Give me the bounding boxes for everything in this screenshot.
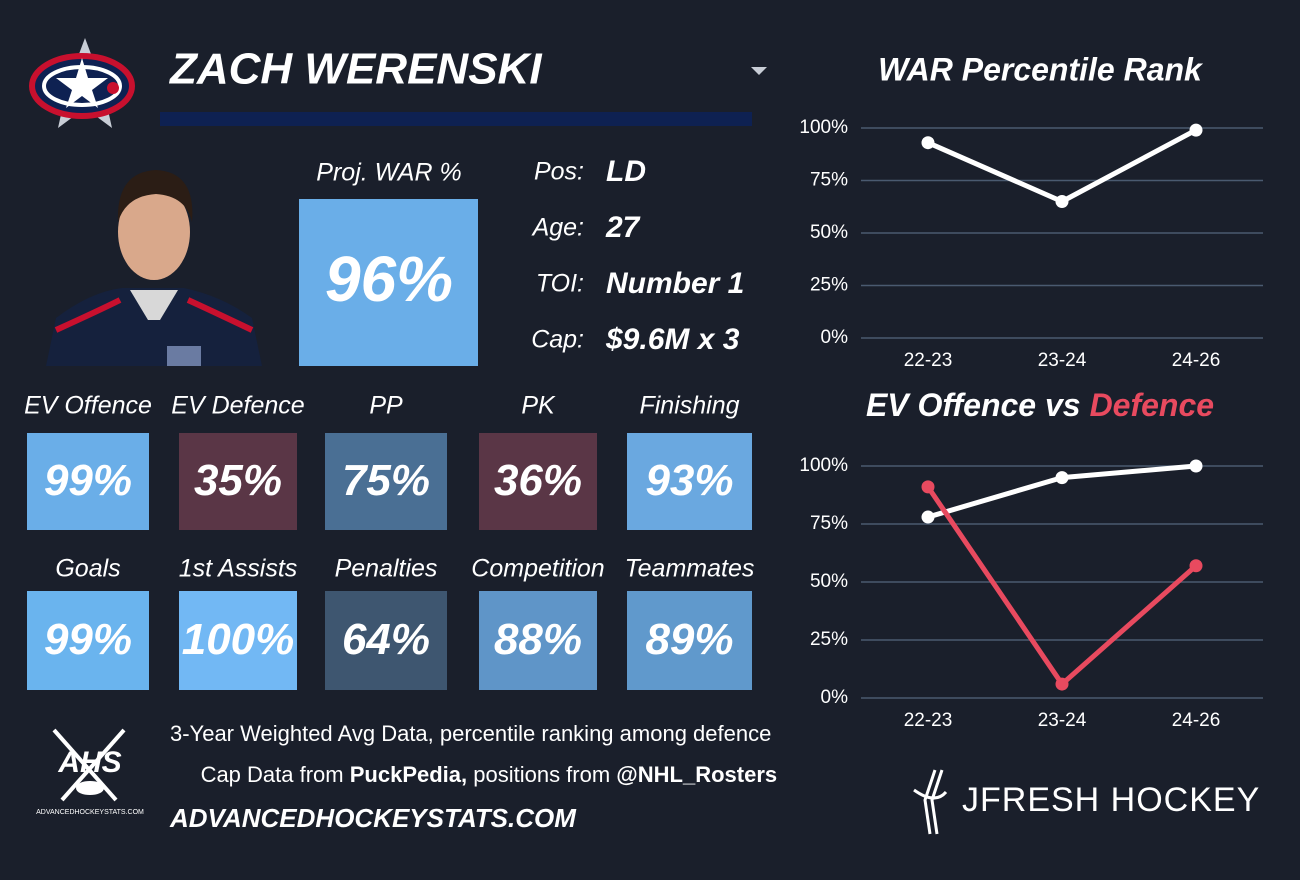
tile-label: EV Defence [171,392,304,420]
name-underline [160,112,752,126]
tile-value: 64% [342,615,430,664]
tile-value: 36% [494,456,582,505]
tile-label: PK [521,392,556,420]
y-tick-label: 75% [810,170,848,191]
chart-title-part: EV Offence vs [866,387,1081,423]
tile-label: 1st Assists [179,555,298,583]
info-value: LD [606,155,646,188]
tile-value: 89% [645,615,733,664]
chart-title: WAR Percentile Rank [878,51,1204,87]
tile-label: PP [369,392,403,420]
y-tick-label: 50% [810,571,848,592]
tile [627,591,752,690]
tile-value: 99% [44,615,132,664]
tile [325,433,447,530]
tile [479,591,597,690]
info-label: Cap: [531,326,584,354]
tile-label: Penalties [335,555,438,583]
y-tick-label: 0% [821,687,849,708]
info-label: Pos: [534,158,584,186]
x-tick-label: 23-24 [1038,350,1087,371]
data-point [921,480,935,494]
tile [179,591,297,690]
info-label: Age: [531,214,584,242]
data-point [1189,459,1203,473]
data-point [921,136,935,150]
projection-value: 96% [325,243,453,315]
projection-tile [299,199,478,366]
tile-value: 100% [182,615,295,664]
x-tick-label: 23-24 [1038,710,1087,731]
x-tick-label: 24-26 [1172,710,1221,731]
data-point [1189,123,1203,137]
ahs-logo-caption: ADVANCEDHOCKEYSTATS.COM [36,809,144,816]
tile-value: 93% [645,456,733,505]
chart-title-part: Defence [1090,387,1215,423]
jfresh-logo [913,769,948,835]
y-tick-label: 0% [821,327,849,348]
tile-value: 88% [494,615,582,664]
brand: JFRESH HOCKEY [962,781,1260,819]
data-point [1055,195,1069,208]
data-point [1055,471,1069,485]
player-name: ZACH WERENSKI [168,45,542,94]
info-label: TOI: [536,270,584,298]
y-tick-label: 25% [810,275,848,296]
ahs-logo [52,728,126,802]
info-value: $9.6M x 3 [605,323,740,356]
credits-text: Cap Data from [201,762,350,787]
credits-text: positions from [467,762,616,787]
y-tick-label: 50% [810,222,848,243]
info-value: 27 [605,211,641,244]
data-point [1189,559,1203,573]
tile-value: 75% [342,456,430,505]
tile [27,433,149,530]
credits: Cap Data from PuckPedia, positions from … [170,762,795,787]
tile-label: Competition [471,555,604,583]
credits-source: PuckPedia, [350,762,467,787]
x-tick-label: 22-23 [904,710,953,731]
x-tick-label: 22-23 [904,350,953,371]
projection-label: Proj. WAR % [316,159,461,187]
tile-value: 99% [44,456,132,505]
tile-label: Finishing [639,392,739,420]
data-note: 3-Year Weighted Avg Data, percentile ran… [170,721,771,746]
y-tick-label: 100% [799,117,848,138]
tile-value: 35% [194,456,282,505]
tile [27,591,149,690]
website: ADVANCEDHOCKEYSTATS.COM [169,803,577,833]
tile [325,591,447,690]
ahs-logo-text: AHS [57,746,121,779]
data-point [1055,677,1069,691]
tile [179,433,297,530]
x-tick-label: 24-26 [1172,350,1221,371]
player-photo [46,170,262,366]
tile-label: EV Offence [24,392,152,420]
tile-label: Teammates [625,555,755,583]
tile-label: Goals [55,555,120,583]
y-tick-label: 75% [810,513,848,534]
credits-source: @NHL_Rosters [616,762,777,787]
tile [479,433,597,530]
y-tick-label: 25% [810,629,848,650]
team-logo [29,38,135,128]
y-tick-label: 100% [799,455,848,476]
tile [627,433,752,530]
chart-title: EV Offence vs Defence [866,387,1214,423]
info-value: Number 1 [606,267,744,300]
dropdown-arrow[interactable] [751,67,767,75]
data-point [921,510,935,524]
